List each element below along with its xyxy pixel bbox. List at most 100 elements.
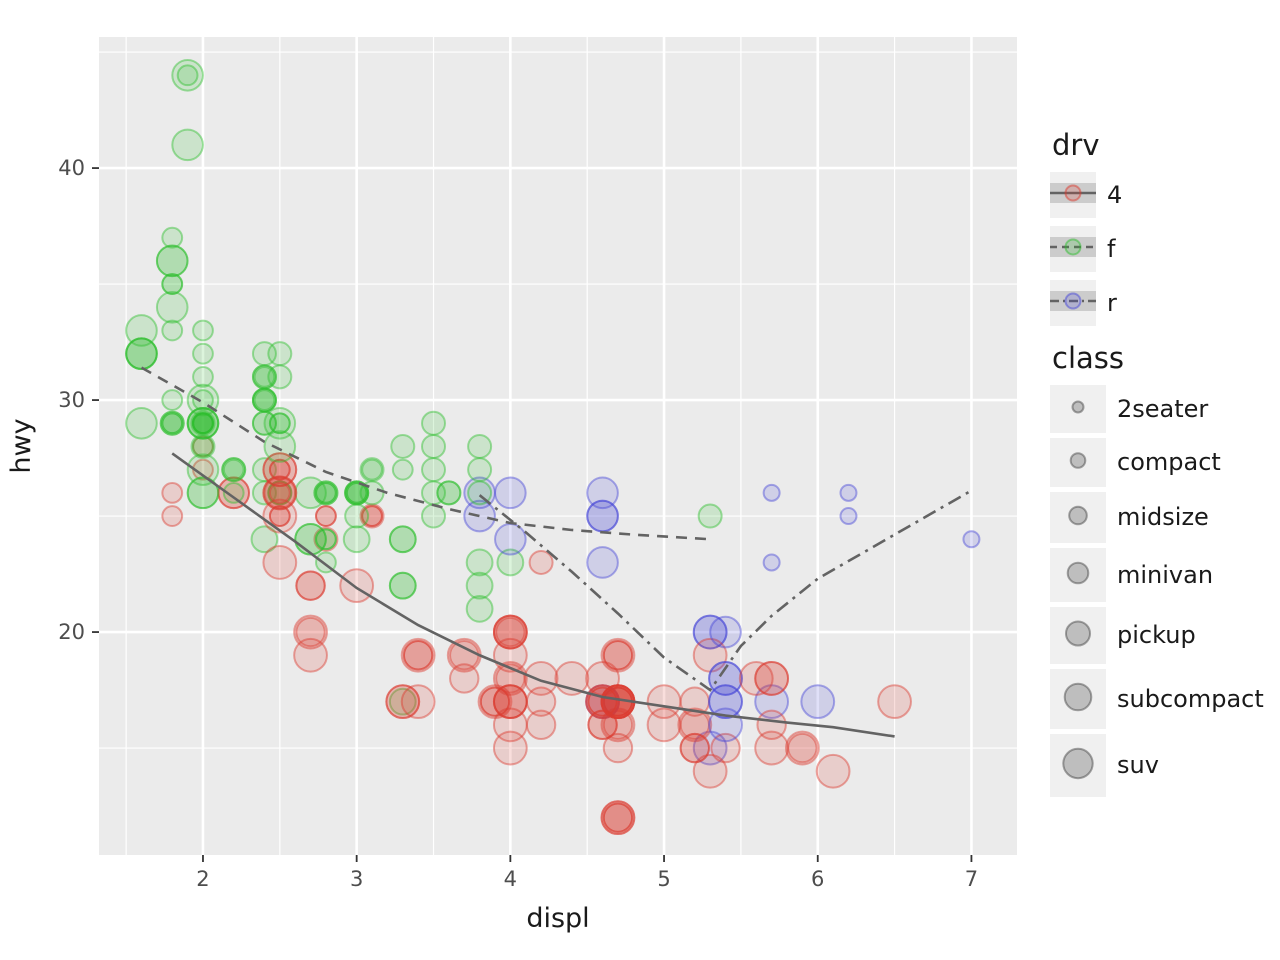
legend-drv-label: f [1107,234,1116,263]
data-point [159,410,185,436]
smooth-line-f [140,366,711,541]
data-point [585,684,620,720]
legend-class-label: pickup [1117,621,1196,650]
data-point [315,481,337,504]
size-key-glyph [1062,747,1094,780]
data-point [738,661,774,696]
data-point [587,709,618,741]
data-point [161,273,184,295]
data-point [385,684,421,720]
data-point [190,410,216,436]
data-point [253,389,276,411]
data-point [585,661,620,696]
data-point [400,637,436,673]
legend-drv-key-f [1050,225,1096,272]
legend-class-key-2seater [1050,384,1106,433]
data-point [361,458,383,481]
data-point [602,732,634,764]
smooth-key-glyph [1050,290,1096,311]
data-point [161,389,184,411]
legend-drv-key-r [1050,279,1096,326]
data-point [421,433,447,459]
data-point [754,661,790,696]
data-point [421,410,447,436]
data-point [192,412,214,435]
data-point [391,458,414,481]
data-point [467,433,493,459]
legend-class-key-subcompact [1050,668,1106,729]
data-point [251,480,277,506]
data-point [467,457,493,483]
data-point [262,452,298,488]
data-point [388,525,417,554]
legend-drv-key-4 [1050,171,1096,218]
data-point [155,244,189,278]
data-point [186,406,220,440]
data-point [313,480,339,506]
data-point [602,640,634,671]
legend-class-label: 2seater [1117,394,1209,423]
data-point [800,684,836,720]
data-point [176,64,199,87]
data-point [315,505,337,527]
data-point [710,732,741,764]
data-point [492,684,528,720]
y-tick-label: 20 [58,620,85,644]
legend-drv-label: r [1107,288,1117,317]
data-point [496,548,525,577]
data-point [192,342,214,365]
legend-drv-item-4: 4 [1050,171,1122,218]
data-point [523,661,559,696]
key-size-circle [1069,452,1087,469]
data-point [251,387,277,413]
legend-drv-item-f: f [1050,225,1122,272]
key-point-f [1064,238,1082,256]
size-key-glyph [1071,400,1085,414]
legend-class-label: minivan [1117,560,1214,589]
data-point [192,412,214,435]
legend-class-label: midsize [1117,503,1209,532]
data-point [692,637,728,673]
data-point [359,457,385,483]
data-point [494,476,527,510]
data-point [465,571,494,600]
data-point [436,480,462,506]
x-tick-label: 7 [965,867,978,891]
key-size-circle [1068,505,1088,526]
data-point [585,684,620,720]
data-point [268,412,291,435]
legend-drv-item-r: r [1050,279,1122,326]
data-point [186,476,220,510]
data-point [171,58,204,92]
data-point [477,684,513,720]
data-point [709,615,742,649]
data-point [186,406,220,440]
legend-drv-title: drv [1052,128,1100,162]
key-point-4 [1064,184,1082,202]
data-point [784,730,820,766]
data-point [161,505,184,527]
data-point [344,503,370,529]
data-point [602,640,634,671]
legend-class-label: compact [1117,448,1221,477]
data-point [192,412,214,435]
smooth-line-4 [171,452,895,738]
data-point [587,709,618,741]
y-axis-title: hwy [6,418,37,473]
y-tick-label: 40 [58,156,85,180]
data-point [762,483,781,502]
data-point [754,661,790,696]
data-point [161,319,184,342]
data-point [268,505,291,527]
data-point [756,709,787,741]
data-point [253,365,276,388]
data-point [161,273,184,295]
data-point [361,505,383,527]
x-tick-label: 4 [504,867,517,891]
data-point [525,709,557,741]
data-point [250,525,279,554]
data-point [465,548,494,577]
data-point [388,525,417,554]
data-point [679,732,710,764]
data-point [492,707,528,743]
